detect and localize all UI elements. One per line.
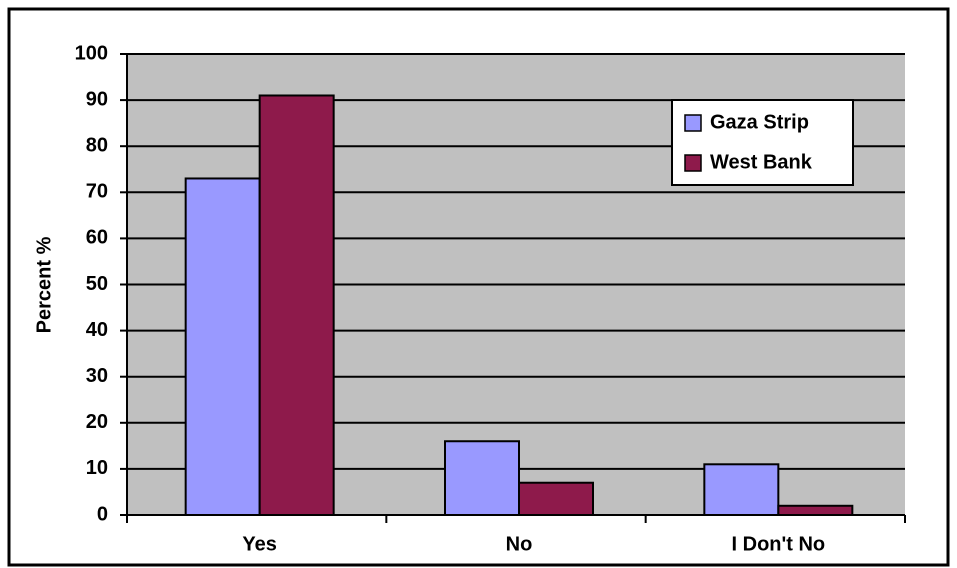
y-tick-label: 90 [86,88,108,110]
y-axis-label: Percent % [33,236,55,333]
legend-swatch [684,114,702,132]
y-tick-label: 60 [86,227,108,249]
y-tick-label: 10 [86,457,108,479]
x-tick-label: I Don't No [732,533,826,555]
y-tick-label: 80 [86,134,108,156]
y-tick-label: 100 [75,42,108,64]
y-tick-label: 40 [86,319,108,341]
bar [184,177,261,516]
x-tick-label: No [506,533,533,555]
legend-label: Gaza Strip [710,111,809,133]
bar [444,440,520,516]
bar [258,94,335,517]
bar [777,504,854,516]
legend-box [671,99,854,186]
legend-label: West Bank [710,151,813,173]
x-tick-label: Yes [242,533,276,555]
bar [703,463,780,517]
legend-swatch [684,154,702,172]
y-tick-label: 30 [86,365,108,387]
y-tick-label: 0 [97,503,108,525]
y-tick-label: 70 [86,181,108,203]
y-tick-label: 50 [86,273,108,295]
y-tick-label: 20 [86,411,108,433]
bar [518,481,594,517]
